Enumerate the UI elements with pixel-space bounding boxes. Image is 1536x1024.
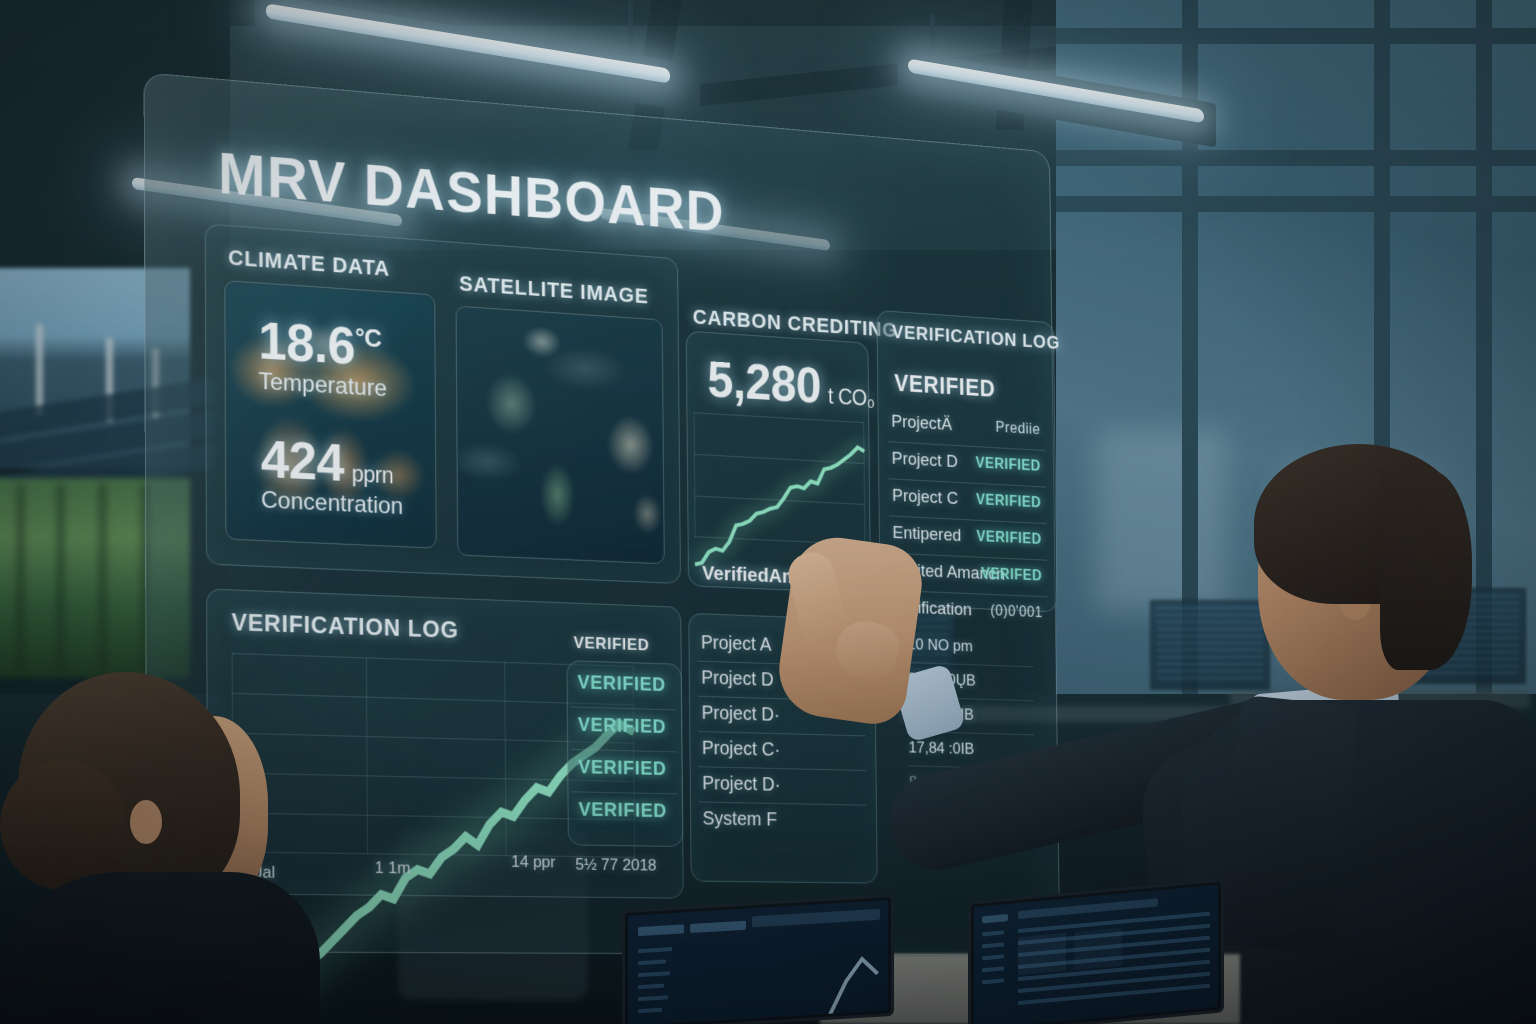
concentration-unit: pprn	[351, 460, 394, 489]
verification-row-status: VERIFIED	[975, 455, 1041, 475]
verification-row-status: VERIFED	[980, 565, 1043, 585]
verification-chart-xtick: 14 ppr	[511, 852, 556, 872]
project-name: Project A	[700, 632, 772, 656]
project-name: Project D·	[702, 772, 781, 796]
carbon-credits-value: 5,280 t CO₀	[707, 351, 875, 418]
laptop-right[interactable]	[968, 878, 1224, 1024]
carbon-credits-unit: t CO₀	[827, 383, 875, 411]
man-hair-back	[1380, 470, 1472, 670]
verification-row-status: VERIFIED	[975, 492, 1042, 512]
numeric-value: 10 NO pm	[907, 635, 973, 656]
satellite-image-tile[interactable]	[455, 305, 665, 565]
woman-hair-bun	[0, 760, 126, 890]
climate-data-tile[interactable]: 18.6°C Temperature 424 pprn Concentration	[224, 280, 437, 549]
light-stem	[628, 0, 633, 58]
project-name: Project D·	[701, 702, 780, 726]
status-badge: VERIFIED	[577, 672, 666, 696]
carbon-crediting-chart[interactable]	[694, 412, 866, 545]
laptop-left[interactable]	[622, 893, 894, 1024]
concentration-value: 424 pprn	[261, 429, 394, 496]
laptop-right-screen	[974, 884, 1218, 1024]
list-item[interactable]: System F	[699, 802, 867, 840]
carbon-credits-number: 5,280	[707, 351, 822, 415]
status-badge: VERIFIED	[577, 714, 667, 738]
verification-row-name: Entipered	[892, 523, 962, 546]
project-name: System F	[702, 808, 778, 831]
laptop-left-chart	[673, 956, 879, 1024]
numeric-value: 17,84 :0IB	[908, 738, 975, 758]
verification-row-status: Prediie	[995, 419, 1041, 438]
woman-torso	[0, 872, 320, 1024]
status-badge: VERIFIED	[578, 756, 667, 780]
earth-satellite-image	[456, 306, 664, 564]
woman-ear	[130, 800, 162, 844]
temperature-unit: °C	[354, 322, 382, 354]
verification-chart-xtick: 1 1m	[374, 858, 411, 878]
list-item[interactable]: Project D·	[698, 767, 867, 806]
project-name: Project C·	[701, 737, 781, 761]
status-badge: VERIFIED	[578, 799, 667, 822]
verification-footer-value: 5½ 77 2018	[575, 855, 657, 875]
temperature-number: 18.6	[258, 311, 356, 376]
verification-row-status: (0)0'001	[990, 603, 1043, 621]
verification-row-status: VERIFIED	[976, 528, 1042, 548]
verification-row-name: Project C	[892, 485, 959, 509]
list-item[interactable]: Project C·	[698, 731, 867, 771]
laptop-left-screen	[628, 900, 888, 1024]
verification-row-name: ProjectÄ	[891, 411, 953, 435]
concentration-number: 424	[260, 430, 345, 493]
verified-badge-header: VERIFIED	[573, 633, 650, 655]
verification-row-name: Project D	[891, 448, 958, 472]
far-monitor	[1150, 600, 1270, 690]
project-name: Project D	[701, 667, 774, 691]
value-row: 10 NO pm	[907, 628, 1034, 668]
